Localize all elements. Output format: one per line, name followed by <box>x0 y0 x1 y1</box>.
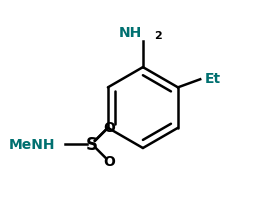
Text: O: O <box>103 120 115 134</box>
Text: S: S <box>86 135 98 153</box>
Text: O: O <box>103 154 115 168</box>
Text: 2: 2 <box>154 31 162 41</box>
Text: MeNH: MeNH <box>9 137 55 151</box>
Text: NH: NH <box>119 26 142 40</box>
Text: Et: Et <box>205 72 221 86</box>
